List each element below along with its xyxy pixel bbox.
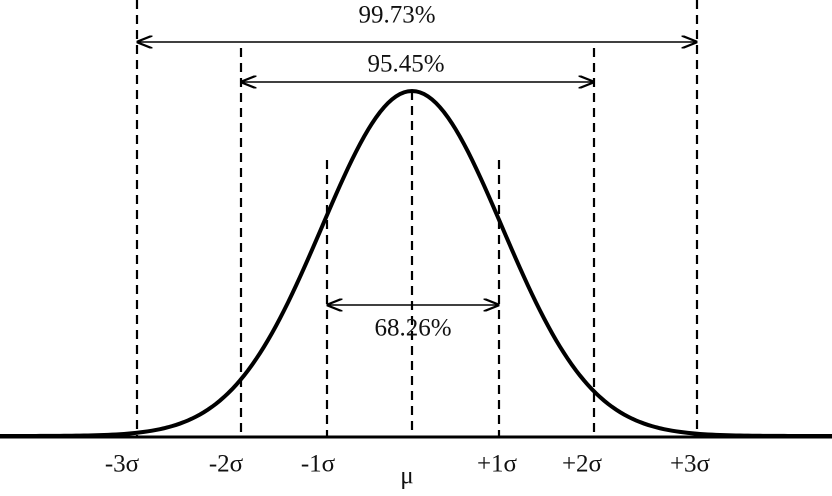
- axis-label: -3σ: [105, 451, 140, 478]
- axis-label: μ: [400, 463, 413, 490]
- axis-label: -1σ: [301, 451, 336, 478]
- interval-label: 95.45%: [367, 51, 444, 78]
- axis-label: +2σ: [562, 451, 603, 478]
- axis-label: +3σ: [670, 451, 711, 478]
- bell-curve: [0, 88, 832, 438]
- interval-label: 68.26%: [374, 315, 451, 342]
- sigma-lines: [135, 0, 699, 436]
- axis-labels: -3σ -2σ -1σ μ +1σ +2σ +3σ: [105, 451, 711, 490]
- axis-label: -2σ: [209, 451, 244, 478]
- interval-label: 99.73%: [358, 2, 435, 29]
- axis-label: +1σ: [477, 451, 518, 478]
